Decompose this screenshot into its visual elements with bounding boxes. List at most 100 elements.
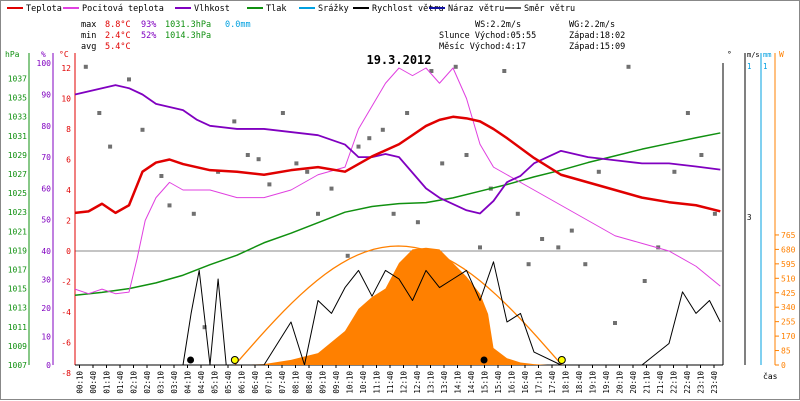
sunrise-marker	[230, 356, 239, 364]
wind-dir-point-18	[329, 186, 334, 191]
wind-dir-point-0	[83, 64, 88, 69]
hum-tick-30: 30	[41, 276, 51, 285]
hum-tick-20: 20	[41, 304, 51, 313]
press-tick-1031: 1031	[8, 132, 27, 141]
x-tick-17: 08:40	[305, 371, 314, 394]
temp-tick--6: -6	[61, 339, 71, 348]
wind-dir-point-17	[316, 211, 320, 216]
press-tick-1035: 1035	[8, 94, 27, 103]
press-tick-1027: 1027	[8, 170, 27, 179]
x-tick-3: 01:40	[116, 371, 125, 394]
x-tick-12: 06:10	[238, 371, 247, 394]
dir-name-W: W	[731, 1, 736, 3]
legend-label-0: Teplota	[26, 4, 62, 14]
press-unit: hPa	[5, 50, 20, 59]
wind-dir-point-4	[140, 127, 145, 132]
temp-tick-2: 2	[66, 217, 71, 226]
x-tick-21: 10:40	[359, 371, 368, 394]
wind-dir-point-35	[540, 237, 545, 241]
wind-dir-point-14	[280, 111, 285, 115]
legend-label-6: Náraz větru	[448, 4, 504, 14]
x-tick-36: 18:10	[562, 371, 571, 394]
sunset-marker	[557, 356, 566, 364]
wind-tick-1: 1	[747, 62, 752, 71]
dir-tick-360: 360	[727, 1, 742, 3]
dir-unit: °	[727, 50, 732, 59]
humidity-line	[74, 84, 721, 215]
solar-tick-765: 765	[781, 231, 796, 240]
hum-tick-40: 40	[41, 247, 51, 256]
x-tick-6: 03:10	[157, 371, 166, 394]
x-tick-2: 01:10	[103, 371, 112, 394]
hum-tick-80: 80	[41, 122, 51, 131]
x-tick-38: 19:10	[589, 371, 598, 394]
x-tick-11: 05:40	[224, 371, 233, 394]
wind-dir-point-5	[159, 174, 164, 178]
temp-tick-0: 0	[66, 247, 71, 256]
x-tick-43: 21:40	[656, 371, 665, 394]
x-tick-34: 17:10	[535, 371, 544, 394]
wind-dir-point-47	[712, 211, 717, 216]
x-tick-32: 16:10	[508, 371, 517, 394]
dir-tick-0: 0	[727, 1, 732, 3]
x-tick-44: 22:10	[670, 371, 679, 394]
wind-dir-point-38	[583, 262, 588, 267]
rain-unit: mm	[763, 51, 771, 59]
dir-name-SE: SE	[731, 1, 741, 3]
hum-tick-60: 60	[41, 184, 51, 193]
wind-dir-point-1	[97, 111, 102, 115]
temp-unit: °C	[59, 50, 69, 59]
wind-dir-point-8	[202, 325, 207, 330]
x-tick-15: 07:40	[278, 371, 287, 394]
wind-dir-point-12	[256, 157, 261, 162]
x-tick-13: 06:40	[251, 371, 260, 394]
solar-tick-340: 340	[781, 303, 796, 312]
stats-min-temp: 2.4°C	[105, 31, 131, 41]
solar-unit: W	[779, 50, 784, 59]
solar-tick-170: 170	[781, 332, 796, 341]
x-axis-label: čas	[763, 371, 778, 381]
stats-max-label: max	[81, 20, 96, 30]
wind-dir-point-28	[453, 64, 458, 69]
x-axis-ticks: 00:10 00:40 01:10 01:40 02:10 02:40 03:10 03:40…	[76, 365, 719, 394]
sun-rise-info: Slunce Východ:05:55	[439, 31, 536, 41]
legend-label-4: Srážky	[318, 4, 349, 14]
dir-tick-180: 180	[727, 1, 742, 3]
moonset-marker	[480, 356, 488, 364]
x-tick-25: 12:40	[413, 371, 422, 394]
temp-tick-8: 8	[66, 125, 71, 134]
solar-tick-0: 0	[781, 361, 786, 370]
press-tick-1019: 1019	[8, 246, 27, 255]
wind-dir-point-15	[294, 161, 299, 166]
stats-max-press: 1031.3hPa	[165, 20, 211, 30]
dir-tick-90: 90	[727, 1, 737, 3]
x-tick-8: 04:10	[184, 371, 193, 394]
stats-max-temp: 8.8°C	[105, 20, 131, 30]
wind-dir-point-7	[191, 211, 196, 216]
dir-tick-225: 225	[727, 1, 742, 3]
x-tick-37: 18:40	[575, 371, 584, 394]
wind-dir-point-22	[380, 127, 385, 132]
stats-avg-temp: 5.4°C	[105, 42, 131, 52]
hum-tick-10: 10	[41, 333, 51, 342]
press-tick-1029: 1029	[8, 151, 27, 160]
press-tick-1013: 1013	[8, 304, 27, 313]
x-tick-39: 19:40	[602, 371, 611, 394]
x-tick-41: 20:40	[629, 371, 638, 394]
legend-label-7: Směr větru	[524, 4, 575, 14]
wind-dir-point-2	[108, 144, 113, 149]
x-tick-5: 02:40	[143, 371, 152, 394]
x-tick-46: 23:10	[697, 371, 706, 394]
x-tick-35: 17:40	[548, 371, 557, 394]
press-tick-1011: 1011	[8, 323, 27, 332]
moon-set-info: Západ:15:09	[569, 42, 625, 52]
x-tick-22: 11:10	[373, 371, 382, 394]
hum-tick-100: 100	[37, 59, 52, 68]
press-tick-1015: 1015	[8, 285, 27, 294]
dir-name-NE: NE	[731, 1, 741, 3]
temp-tick--4: -4	[61, 308, 71, 317]
solar-area	[237, 247, 548, 365]
solar-tick-85: 85	[781, 347, 791, 356]
